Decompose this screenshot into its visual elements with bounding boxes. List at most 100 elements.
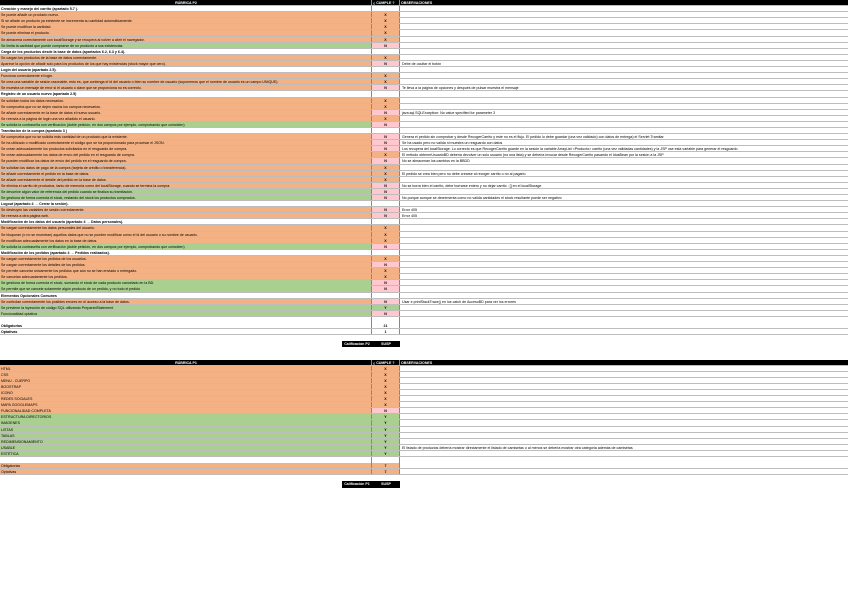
observaciones-cell[interactable]: El pedido se crea bien pero no debe crea…: [402, 171, 526, 176]
observaciones-cell[interactable]: [400, 55, 846, 60]
criterion-cell[interactable]: Se añade correctamente en la base de dat…: [0, 109, 372, 115]
cumple-cell[interactable]: X: [372, 396, 400, 402]
criterion-cell[interactable]: Funcionalidad optativa: [0, 310, 372, 316]
observaciones-cell[interactable]: Debe de ocultar el botón: [402, 61, 442, 66]
criterion-cell[interactable]: ESTÉTICA: [0, 450, 372, 457]
observaciones-cell[interactable]: [400, 250, 846, 255]
observaciones-cell[interactable]: [400, 280, 846, 285]
criterion-cell[interactable]: Tramitación de la compra (apartado 3 ): [0, 127, 372, 134]
observaciones-cell[interactable]: [400, 122, 846, 127]
observaciones-cell[interactable]: [400, 201, 846, 206]
observaciones-cell[interactable]: [400, 91, 846, 96]
observaciones-cell[interactable]: [400, 366, 846, 371]
criterion-cell[interactable]: Se gestiona de forma correcta el stock, …: [0, 195, 372, 201]
observaciones-cell[interactable]: [400, 439, 846, 444]
observaciones-cell[interactable]: [400, 128, 846, 133]
cumple-cell[interactable]: X: [372, 371, 400, 377]
cumple-cell[interactable]: X: [372, 115, 400, 121]
criterion-cell[interactable]: Se comprueba que no se dejen vacíos los …: [0, 103, 372, 109]
observaciones-cell[interactable]: Te lleva a la página de opciones y despu…: [402, 86, 519, 91]
cumple-cell[interactable]: X: [372, 73, 400, 79]
observaciones-cell[interactable]: [400, 305, 846, 310]
cumple-cell[interactable]: N: [372, 158, 400, 164]
criterion-cell[interactable]: Se bloquean (o no se muestran) aquellos …: [0, 231, 372, 237]
observaciones-cell[interactable]: Genera el pedido sin comprobar y desde R…: [402, 135, 664, 140]
observaciones-cell[interactable]: Error 405: [402, 214, 417, 219]
criterion-cell[interactable]: Se muestra un mensaje de error si el usu…: [0, 85, 372, 91]
criterion-cell[interactable]: MENU - CUERPO: [0, 377, 372, 383]
observaciones-cell[interactable]: [400, 225, 846, 230]
criterion-cell[interactable]: Si se añade un producto ya existente se …: [0, 18, 372, 24]
observaciones-cell[interactable]: El método obtenerUsuarioBD debería devol…: [402, 153, 664, 158]
cumple-cell[interactable]: N: [372, 408, 400, 414]
observaciones-cell[interactable]: [400, 177, 846, 182]
observaciones-cell[interactable]: [400, 256, 846, 261]
criterion-cell[interactable]: Se limita la cantidad que puede comprars…: [0, 42, 372, 48]
cumple-cell[interactable]: Y: [372, 444, 400, 450]
observaciones-cell[interactable]: [400, 274, 846, 279]
observaciones-cell[interactable]: [400, 244, 846, 249]
cumple-cell[interactable]: [372, 91, 400, 97]
criterion-cell[interactable]: Se puede modificar la cantidad.: [0, 24, 372, 30]
observaciones-cell[interactable]: [400, 43, 846, 48]
observaciones-cell[interactable]: [400, 396, 846, 401]
observaciones-cell[interactable]: El listado de productos debería mostrar …: [402, 445, 633, 450]
observaciones-cell[interactable]: [400, 104, 846, 109]
criterion-cell[interactable]: Se pueden modificar los datos de envío d…: [0, 158, 372, 164]
criterion-cell[interactable]: BOOSTRAP: [0, 383, 372, 389]
observaciones-cell[interactable]: [400, 323, 846, 328]
cumple-cell[interactable]: N: [372, 298, 400, 304]
criterion-cell[interactable]: FUNCIONALIDAD COMPLETA: [0, 408, 372, 414]
criterion-cell[interactable]: IMÁGENES: [0, 420, 372, 426]
criterion-cell[interactable]: Se cargan correctamente los detalles de …: [0, 262, 372, 268]
observaciones-cell[interactable]: [400, 408, 846, 413]
observaciones-cell[interactable]: [400, 79, 846, 84]
criterion-cell[interactable]: Creación y manejo del carrito (apartado …: [0, 6, 372, 12]
criterion-cell[interactable]: REDES SOCIALES: [0, 396, 372, 402]
criterion-cell[interactable]: REDIMENSIONAMIENTO: [0, 438, 372, 444]
criterion-cell[interactable]: TABLAS: [0, 432, 372, 438]
observaciones-cell[interactable]: No se borra bien el carrito, debe borrar…: [402, 183, 542, 188]
cumple-cell[interactable]: N: [372, 85, 400, 91]
criterion-cell[interactable]: Optativas: [0, 329, 372, 335]
cumple-cell[interactable]: [372, 201, 400, 207]
criterion-cell[interactable]: Se cargan correctamente los pedidos de l…: [0, 255, 372, 262]
cumple-cell[interactable]: N: [372, 121, 400, 127]
cumple-cell[interactable]: 7: [372, 469, 400, 475]
criterion-cell[interactable]: Se cancelan adecuadamente los pedidos.: [0, 274, 372, 280]
cumple-cell[interactable]: Y: [372, 438, 400, 444]
cumple-cell[interactable]: Y: [372, 426, 400, 432]
observaciones-cell[interactable]: [400, 329, 846, 334]
criterion-cell[interactable]: Se crean adecuadamente los datos de enví…: [0, 152, 372, 158]
observaciones-cell[interactable]: [400, 232, 846, 237]
observaciones-cell[interactable]: [400, 451, 846, 456]
cumple-cell[interactable]: N: [372, 182, 400, 188]
criterion-cell[interactable]: Obligatorias: [0, 322, 372, 329]
cumple-cell[interactable]: X: [372, 152, 400, 158]
cumple-cell[interactable]: N: [372, 243, 400, 249]
cumple-cell[interactable]: [372, 67, 400, 73]
cumple-cell[interactable]: Y: [372, 304, 400, 310]
cumple-cell[interactable]: 1: [372, 329, 400, 335]
criterion-cell[interactable]: Se puede añadir un producto nuevo.: [0, 12, 372, 18]
criterion-cell[interactable]: [0, 457, 372, 464]
observaciones-cell[interactable]: [400, 49, 846, 54]
criterion-cell[interactable]: Se permite cancelar únicamente los pedid…: [0, 268, 372, 274]
criterion-cell[interactable]: Se solicita la contraseña con verificaci…: [0, 243, 372, 249]
criterion-cell[interactable]: Se añade correctamente el detalle del pe…: [0, 176, 372, 182]
criterion-cell[interactable]: Registro de un usuario nuevo (apartado 2…: [0, 91, 372, 97]
cumple-cell[interactable]: N: [372, 213, 400, 219]
cumple-cell[interactable]: N: [372, 134, 400, 140]
cumple-cell[interactable]: [372, 316, 400, 323]
cumple-cell[interactable]: 21: [372, 322, 400, 329]
observaciones-cell[interactable]: Se ha usado pero no valida ni muestra un…: [402, 141, 503, 146]
cumple-cell[interactable]: X: [372, 18, 400, 24]
cumple-cell[interactable]: X: [372, 79, 400, 85]
criterion-cell[interactable]: Se reenvía a la página de login una vez …: [0, 115, 372, 121]
criterion-cell[interactable]: Se destruyen las variables de sesión cor…: [0, 207, 372, 213]
criterion-cell[interactable]: ESTRUCTURA DIRECTORIOS: [0, 414, 372, 420]
criterion-cell[interactable]: Se solicitan todos los datos necesarios.: [0, 97, 372, 103]
criterion-cell[interactable]: Aparece la opción de añadir solo para lo…: [0, 60, 372, 67]
observaciones-cell[interactable]: [400, 98, 846, 103]
criterion-cell[interactable]: Funciona correctamente el login.: [0, 73, 372, 79]
